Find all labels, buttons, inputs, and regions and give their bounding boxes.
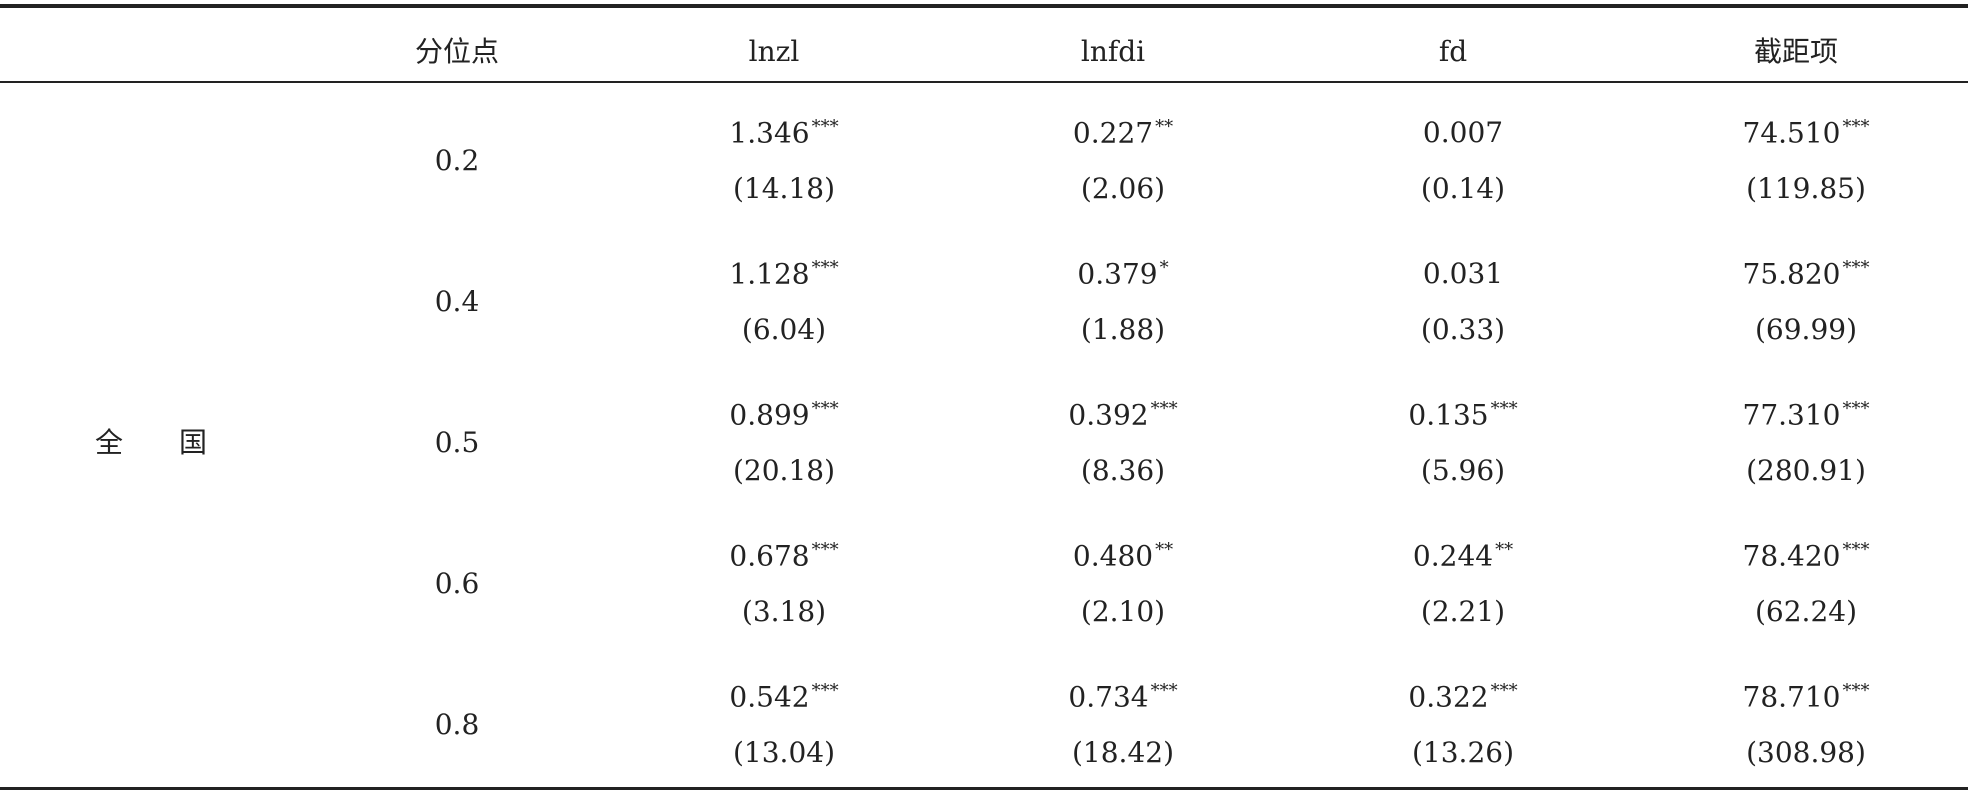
t-statistic: (20.18) — [732, 454, 836, 487]
group-label: 全 国 — [94, 426, 208, 459]
significance-stars: *** — [1842, 680, 1870, 702]
t-statistic: (1.88) — [1080, 313, 1166, 346]
coefficient-line: 77.310 *** — [1742, 398, 1870, 432]
t-statistic: (2.10) — [1080, 595, 1166, 628]
coefficient: 0.542 — [729, 680, 810, 714]
coefficient-line: 74.510 *** — [1742, 116, 1870, 150]
t-statistic: (119.85) — [1746, 172, 1866, 205]
quantile: 0.2 — [434, 144, 480, 177]
coefficient-line: 0.678 *** — [729, 539, 839, 573]
significance-stars: *** — [1842, 398, 1870, 420]
column-header: fd — [1438, 35, 1468, 68]
t-statistic: (18.42) — [1071, 736, 1175, 769]
t-statistic: (13.04) — [732, 736, 836, 769]
coefficient: 75.820 — [1742, 257, 1841, 291]
coefficient-line: 0.244 ** — [1412, 539, 1514, 573]
coefficient: 0.244 — [1412, 539, 1494, 573]
coefficient: 0.135 — [1408, 398, 1489, 432]
coefficient-line: 0.392 *** — [1068, 398, 1178, 432]
coefficient-line: 0.322 *** — [1408, 680, 1518, 714]
significance-stars: *** — [811, 539, 839, 561]
t-statistic: (6.04) — [741, 313, 827, 346]
bottom-rule — [0, 787, 1968, 790]
quantile: 0.6 — [434, 567, 480, 600]
coefficient: 0.379 — [1077, 257, 1158, 291]
coefficient-line: 1.346 *** — [729, 116, 839, 150]
coefficient-line: 0.031 — [1423, 260, 1503, 288]
significance-stars: ** — [1155, 116, 1174, 138]
significance-stars: *** — [811, 116, 839, 138]
coefficient-line: 0.379 * — [1077, 257, 1169, 291]
t-statistic: (0.14) — [1420, 172, 1506, 205]
coefficient: 1.128 — [729, 257, 810, 291]
column-header: 分位点 — [414, 35, 500, 68]
coefficient-line: 0.007 — [1423, 119, 1503, 147]
significance-stars: *** — [1842, 257, 1870, 279]
coefficient-line: 0.227 ** — [1072, 116, 1174, 150]
coefficient: 0.734 — [1068, 680, 1149, 714]
t-statistic: (14.18) — [732, 172, 836, 205]
coefficient: 0.678 — [729, 539, 810, 573]
t-statistic: (0.33) — [1420, 313, 1506, 346]
coefficient: 0.480 — [1072, 539, 1154, 573]
significance-stars: *** — [1842, 116, 1870, 138]
t-statistic: (8.36) — [1080, 454, 1166, 487]
t-statistic: (62.24) — [1754, 595, 1858, 628]
t-statistic: (13.26) — [1411, 736, 1515, 769]
significance-stars: ** — [1155, 539, 1174, 561]
coefficient: 0.227 — [1072, 116, 1154, 150]
coefficient: 77.310 — [1742, 398, 1841, 432]
coefficient-line: 0.542 *** — [729, 680, 839, 714]
column-header: 截距项 — [1753, 35, 1839, 68]
coefficient-line: 1.128 *** — [729, 257, 839, 291]
coefficient-line: 0.480 ** — [1072, 539, 1174, 573]
coefficient-line: 0.135 *** — [1408, 398, 1518, 432]
significance-stars: * — [1159, 257, 1169, 279]
significance-stars: ** — [1495, 539, 1514, 561]
top-rule — [0, 4, 1968, 8]
t-statistic: (280.91) — [1746, 454, 1866, 487]
column-header: lnzl — [748, 35, 800, 68]
coefficient: 1.346 — [729, 116, 810, 150]
significance-stars: *** — [1490, 398, 1518, 420]
coefficient: 0.031 — [1422, 257, 1504, 290]
coefficient-line: 78.420 *** — [1742, 539, 1870, 573]
t-statistic: (69.99) — [1754, 313, 1858, 346]
significance-stars: *** — [1842, 539, 1870, 561]
t-statistic: (2.06) — [1080, 172, 1166, 205]
significance-stars: *** — [811, 257, 839, 279]
t-statistic: (3.18) — [741, 595, 827, 628]
t-statistic: (5.96) — [1420, 454, 1506, 487]
coefficient: 0.899 — [729, 398, 810, 432]
quantile: 0.5 — [434, 426, 480, 459]
t-statistic: (2.21) — [1420, 595, 1506, 628]
t-statistic: (308.98) — [1746, 736, 1866, 769]
coefficient: 74.510 — [1742, 116, 1841, 150]
coefficient-line: 75.820 *** — [1742, 257, 1870, 291]
coefficient: 0.322 — [1408, 680, 1489, 714]
column-header: lnfdi — [1080, 35, 1146, 68]
quantile: 0.4 — [434, 285, 480, 318]
coefficient: 0.392 — [1068, 398, 1149, 432]
coefficient: 78.420 — [1742, 539, 1841, 573]
coefficient: 0.007 — [1422, 116, 1504, 149]
quantile: 0.8 — [434, 708, 480, 741]
header-rule — [0, 81, 1968, 83]
significance-stars: *** — [811, 680, 839, 702]
coefficient: 78.710 — [1742, 680, 1841, 714]
coefficient-line: 78.710 *** — [1742, 680, 1870, 714]
coefficient-line: 0.734 *** — [1068, 680, 1178, 714]
significance-stars: *** — [1490, 680, 1518, 702]
significance-stars: *** — [811, 398, 839, 420]
significance-stars: *** — [1150, 398, 1178, 420]
coefficient-line: 0.899 *** — [729, 398, 839, 432]
significance-stars: *** — [1150, 680, 1178, 702]
